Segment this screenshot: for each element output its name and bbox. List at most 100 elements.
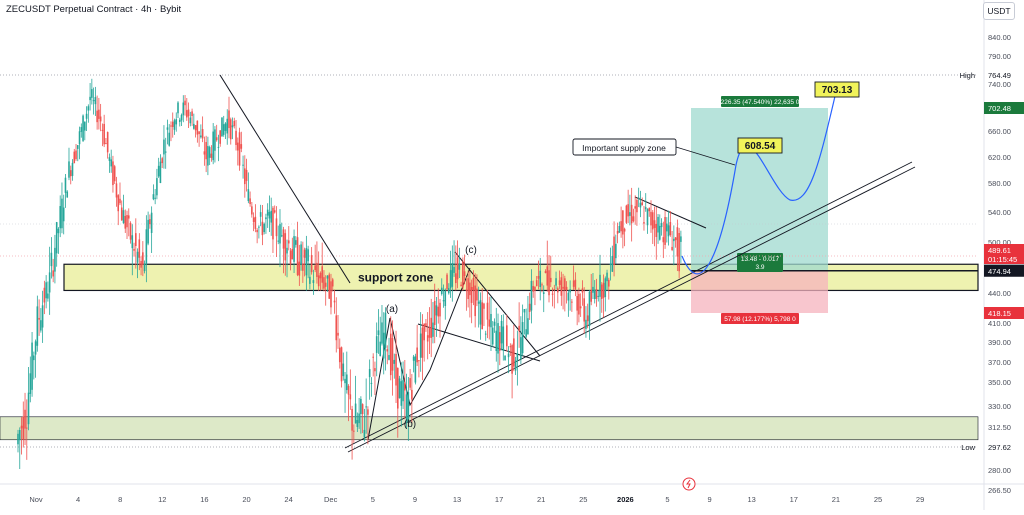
candle-body xyxy=(221,117,223,137)
candle-body xyxy=(666,223,668,232)
x-tick-label: 13 xyxy=(748,495,756,504)
candle-body xyxy=(182,102,185,116)
y-tick-label: 740.00 xyxy=(988,80,1011,89)
candle-body xyxy=(231,125,234,128)
y-tick-label: 840.00 xyxy=(988,33,1011,42)
candle-body xyxy=(418,360,420,362)
candle-body xyxy=(22,416,25,440)
candle-body xyxy=(542,292,545,295)
candle-body xyxy=(54,247,56,272)
candle-body xyxy=(47,293,49,299)
candle-body xyxy=(463,271,466,277)
candle-body xyxy=(674,237,677,241)
x-tick-label: 25 xyxy=(874,495,882,504)
currency-button[interactable]: USDT xyxy=(983,2,1015,20)
candle-body xyxy=(460,284,462,286)
candle-body xyxy=(440,287,443,295)
candle-body xyxy=(569,289,571,293)
candle-body xyxy=(351,408,353,431)
candle-body xyxy=(161,158,163,164)
candle-body xyxy=(630,204,633,224)
candle-body xyxy=(166,127,169,130)
candle-body xyxy=(481,302,483,330)
center-sub-label: 3.9 xyxy=(755,264,764,271)
candle-body xyxy=(567,292,570,301)
candle-body xyxy=(557,288,559,293)
candle-body xyxy=(539,270,542,288)
candle-body xyxy=(84,121,86,131)
candle-body xyxy=(673,238,675,242)
candle-body xyxy=(207,146,209,166)
candle-body xyxy=(115,183,118,198)
candle-body xyxy=(502,326,505,351)
x-tick-label: 12 xyxy=(158,495,166,504)
candle-body xyxy=(92,100,95,102)
candle-body xyxy=(608,279,610,287)
candle-body xyxy=(483,303,485,309)
candle-body xyxy=(558,280,561,285)
candle-body xyxy=(75,150,77,160)
x-tick-label: 29 xyxy=(916,495,924,504)
candle-body xyxy=(27,392,30,425)
symbol-title: ZECUSDT Perpetual Contract · 4h · Bybit xyxy=(6,4,182,15)
candle-body xyxy=(96,110,98,123)
candle-body xyxy=(453,266,455,273)
candle-body xyxy=(152,194,155,200)
candle-body xyxy=(94,97,97,105)
candle-body xyxy=(126,215,128,228)
target-label-bg xyxy=(721,96,799,107)
price-badge-bg xyxy=(984,264,1024,277)
candle-body xyxy=(549,277,552,283)
candle-body xyxy=(430,317,433,338)
candle-body xyxy=(309,276,311,284)
candle-body xyxy=(472,277,475,291)
candle-body xyxy=(175,119,178,125)
candle-body xyxy=(611,256,614,272)
x-tick-label: 8 xyxy=(118,495,122,504)
candle-body xyxy=(270,210,272,223)
candle-body xyxy=(456,257,459,280)
candle-body xyxy=(286,247,288,254)
candle-body xyxy=(653,220,656,228)
candle-body xyxy=(18,430,21,441)
candle-body xyxy=(602,282,605,298)
center-label: 13.48 - 0.017 xyxy=(741,256,780,263)
candle-body xyxy=(196,120,199,135)
candle-body xyxy=(509,346,512,348)
candle-body xyxy=(421,327,424,358)
candle-body xyxy=(170,125,172,127)
candle-body xyxy=(305,247,308,276)
candle-body xyxy=(222,124,225,135)
lightning-icon xyxy=(686,479,691,489)
candle-body xyxy=(113,166,116,182)
candle-body xyxy=(447,288,450,294)
candle-body xyxy=(105,143,107,145)
price-badge: 702.48 xyxy=(988,104,1011,113)
candle-body xyxy=(284,233,287,261)
candle-body xyxy=(145,229,148,265)
candle-body xyxy=(356,419,359,427)
candle-body xyxy=(613,236,615,265)
candle-body xyxy=(491,327,494,345)
candle-body xyxy=(203,151,206,155)
candle-body xyxy=(24,409,26,429)
candle-body xyxy=(242,164,244,166)
candle-body xyxy=(82,115,84,141)
candle-body xyxy=(639,202,642,208)
candle-body xyxy=(171,121,174,127)
candle-body xyxy=(514,360,517,371)
candle-body xyxy=(370,382,373,384)
candle-body xyxy=(147,219,149,244)
candle-body xyxy=(423,323,425,341)
candle-body xyxy=(103,123,105,145)
candle-body xyxy=(321,266,323,283)
candle-body xyxy=(312,280,315,284)
candle-body xyxy=(395,354,397,386)
candle-body xyxy=(555,278,557,286)
candle-body xyxy=(646,209,649,226)
candle-body xyxy=(68,161,70,178)
candle-body xyxy=(40,320,42,331)
candle-body xyxy=(233,120,236,127)
